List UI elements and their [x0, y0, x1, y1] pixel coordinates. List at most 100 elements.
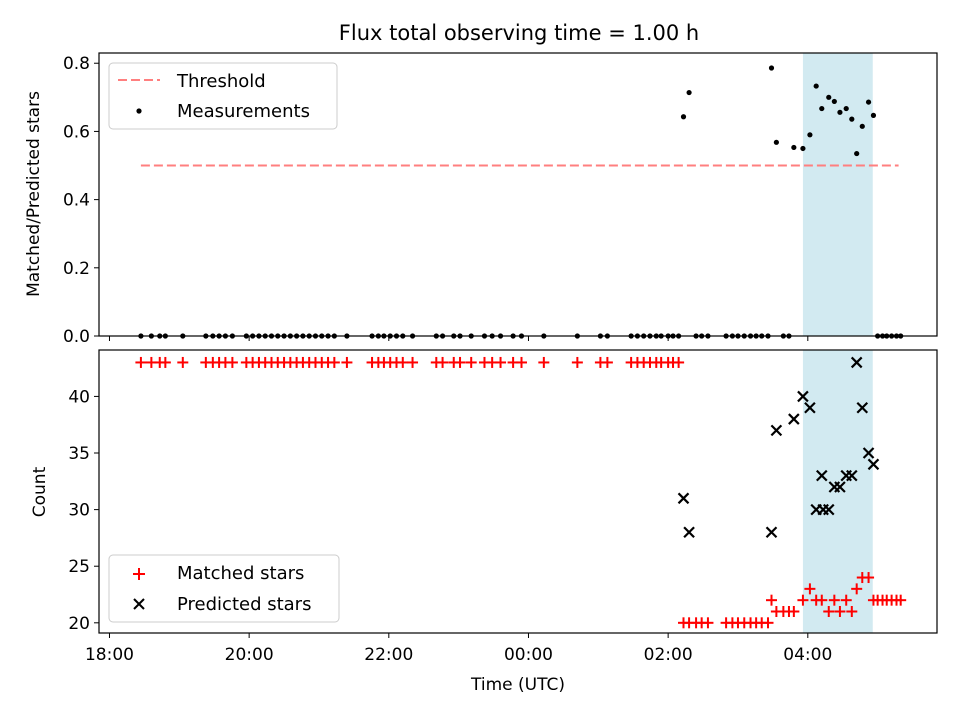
matched-star-marker — [762, 617, 774, 629]
top-x-ticks — [108, 336, 809, 341]
top-highlight-span — [802, 53, 873, 336]
predicted-star-marker — [834, 481, 846, 493]
measurement-point — [826, 94, 832, 100]
predicted-star-marker — [862, 447, 875, 459]
top-y-tick-label: 0.6 — [63, 122, 90, 142]
bottom-points-layer — [135, 356, 907, 629]
top-y-ticks: 0.0 0.2 0.4 0.6 0.8 — [63, 54, 99, 347]
x-tick-label: 18:00 — [85, 645, 134, 665]
bottom-y-tick-label: 40 — [68, 387, 90, 407]
measurement-point — [819, 105, 825, 112]
matched-star-marker — [788, 605, 800, 617]
matched-star-marker — [465, 356, 477, 368]
bottom-panel: 20 25 30 35 40 18:00 20:00 22:00 00:00 02:00 04:0… — [30, 349, 938, 695]
measurement-point — [686, 89, 692, 96]
predicted-star-marker — [797, 390, 809, 403]
predicted-star-marker — [822, 503, 835, 516]
measurement-point — [865, 99, 872, 105]
bottom-plot-frame — [98, 349, 938, 634]
bottom-y-tick-label: 35 — [68, 444, 90, 464]
matched-star-marker — [828, 594, 840, 606]
top-y-axis-label: Matched/Predicted stars — [24, 91, 44, 297]
bottom-y-axis-label: Count — [30, 466, 50, 517]
matched-star-marker — [673, 356, 685, 368]
matched-star-marker — [495, 356, 507, 368]
matched-star-marker — [226, 356, 238, 368]
measurement-point — [791, 144, 797, 151]
top-legend: Threshold Measurements — [108, 62, 338, 130]
predicted-star-marker — [788, 413, 800, 425]
legend-threshold-label: Threshold — [176, 71, 266, 92]
matched-star-marker — [437, 356, 449, 368]
matched-star-marker — [702, 617, 714, 629]
matched-star-marker — [341, 356, 353, 368]
matched-star-marker — [851, 583, 863, 595]
measurement-point — [807, 132, 813, 138]
bottom-x-ticks: 18:00 20:00 22:00 00:00 02:00 04:00 — [85, 633, 832, 665]
matched-star-marker — [797, 594, 809, 606]
top-plot-frame — [98, 52, 938, 337]
legend-matched-label: Matched stars — [177, 563, 304, 584]
matched-star-marker — [823, 605, 835, 617]
measurement-point — [680, 114, 687, 120]
predicted-star-marker — [765, 526, 778, 539]
x-axis-label: Time (UTC) — [470, 675, 565, 695]
matched-star-marker — [159, 356, 171, 368]
predicted-star-marker — [856, 401, 869, 414]
measurement-point — [813, 83, 819, 89]
measurement-point — [854, 150, 860, 157]
predicted-star-marker — [683, 526, 695, 539]
matched-star-marker — [135, 356, 147, 368]
matched-star-marker — [765, 594, 777, 606]
bottom-legend-box — [108, 554, 340, 623]
x-tick-label: 00:00 — [504, 645, 553, 665]
measurement-point — [849, 116, 855, 122]
top-legend-box — [108, 62, 338, 130]
matched-star-marker — [804, 583, 816, 595]
matched-star-marker — [571, 356, 583, 368]
measurement-point — [831, 98, 837, 105]
predicted-star-marker — [677, 492, 690, 505]
top-y-tick-label: 0.4 — [63, 191, 90, 211]
bottom-legend: Matched stars Predicted stars — [108, 554, 340, 623]
legend-predicted-label: Predicted stars — [177, 594, 311, 615]
legend-measurements-label: Measurements — [177, 101, 310, 122]
measurement-point — [800, 145, 806, 152]
x-tick-label: 22:00 — [364, 645, 413, 665]
measurement-point — [773, 139, 779, 145]
matched-star-marker — [846, 605, 858, 617]
top-chart-title: Flux total observing time = 1.00 h — [339, 21, 699, 45]
predicted-star-marker — [815, 469, 828, 482]
x-tick-label: 20:00 — [225, 645, 274, 665]
bottom-y-tick-label: 30 — [68, 501, 90, 521]
matched-star-marker — [816, 594, 828, 606]
legend-matched-swatch — [133, 568, 145, 580]
top-y-tick-label: 0.8 — [63, 54, 90, 74]
matched-star-marker — [515, 356, 527, 368]
top-panel: Flux total observing time = 1.00 h 0.00.… — [24, 21, 938, 347]
predicted-star-marker — [846, 469, 858, 482]
matched-star-marker — [397, 356, 409, 368]
bottom-y-tick-label: 25 — [68, 557, 90, 577]
matched-star-marker — [454, 356, 466, 368]
legend-predicted-swatch — [133, 598, 145, 610]
top-y-tick-label: 0.0 — [63, 327, 90, 347]
measurement-point — [837, 109, 843, 115]
matched-star-marker — [328, 356, 340, 368]
bottom-y-ticks: 20 25 30 35 40 — [68, 387, 99, 634]
bottom-y-tick-label: 20 — [68, 614, 90, 634]
x-tick-label: 04:00 — [783, 645, 832, 665]
measurement-point — [859, 123, 865, 129]
predicted-star-marker — [804, 401, 816, 414]
matched-star-marker — [177, 356, 189, 368]
matched-star-marker — [895, 594, 907, 606]
legend-measurements-swatch — [136, 108, 142, 114]
measurement-point — [768, 65, 775, 71]
matched-star-marker — [863, 572, 875, 584]
top-y-tick-label: 0.2 — [63, 259, 90, 279]
matched-star-marker — [407, 356, 419, 368]
x-tick-label: 02:00 — [644, 645, 693, 665]
predicted-star-marker — [770, 424, 783, 437]
predicted-star-marker — [850, 356, 863, 369]
